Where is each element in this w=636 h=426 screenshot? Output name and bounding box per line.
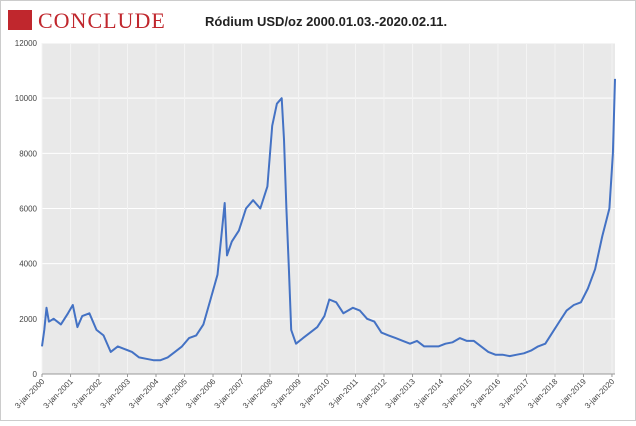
y-tick-label: 12000 — [15, 39, 38, 48]
y-tick-label: 6000 — [19, 205, 37, 214]
logo-mark — [8, 10, 32, 30]
y-tick-label: 8000 — [19, 149, 37, 158]
chart-title: Ródium USD/oz 2000.01.03.-2020.02.11. — [205, 14, 447, 29]
y-tick-label: 4000 — [19, 260, 37, 269]
data-line — [41, 78, 616, 362]
y-tick-label: 0 — [33, 370, 38, 379]
y-tick-label: 10000 — [15, 94, 38, 103]
y-tick-label: 2000 — [19, 315, 37, 324]
logo: CONCLUDE — [38, 8, 166, 33]
